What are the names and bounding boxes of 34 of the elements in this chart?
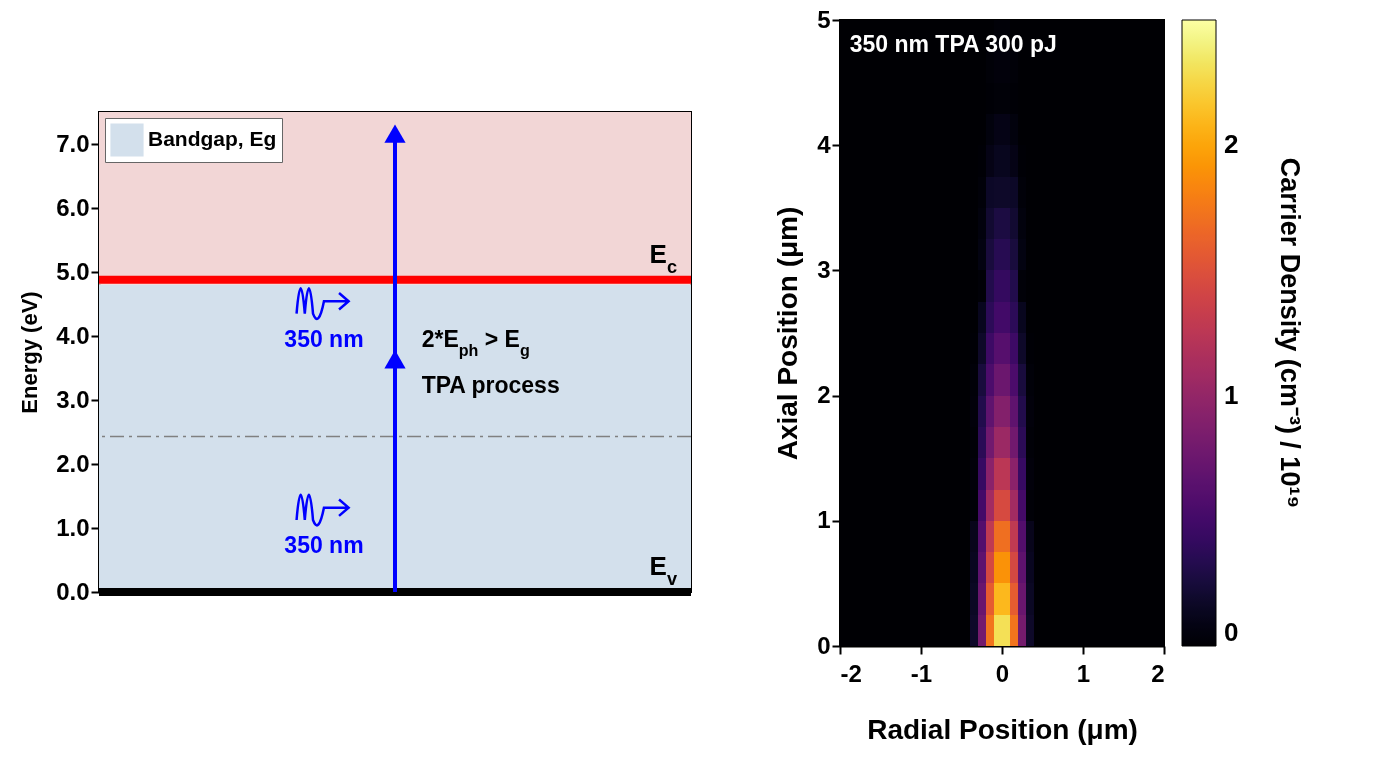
y-tick-label: 2.0 [56, 449, 90, 477]
y-tick-label: 0 [817, 631, 831, 659]
y-axis-title: Energy (eV) [17, 291, 43, 414]
x-tick-label: 0 [995, 659, 1010, 687]
annotation: 350 nm [284, 326, 364, 352]
y-tick-label: 1 [817, 506, 831, 534]
y-tick-label: 3.0 [56, 385, 90, 413]
color-bar-label: 2 [1224, 129, 1239, 160]
y-tick-label: 1.0 [56, 513, 90, 541]
annotation: 350 nm [284, 532, 364, 559]
legend-label: Bandgap, Eg [148, 127, 277, 150]
y-axis-title: Axial Position (μm) [772, 206, 804, 461]
ref-line-label: E$_{v}$ [649, 551, 678, 589]
y-tick-label: 3 [817, 255, 831, 283]
annotation: 350 nm TPA 300 pJ [849, 31, 1057, 58]
y-tick-label: 0.0 [56, 577, 90, 605]
ref-line-label: E$_{c}$ [649, 238, 677, 277]
x-tick-label: 2 [1151, 659, 1165, 687]
x-tick-label: -2 [840, 659, 862, 687]
y-tick-label: 5.0 [56, 257, 90, 285]
y-tick-label: 4 [817, 130, 832, 158]
y-tick-label: 7.0 [56, 129, 90, 157]
color-bar-title: Carrier Density (cm⁻³) / 10¹⁹ [1275, 157, 1305, 509]
x-axis-title: Radial Position (μm) [867, 713, 1138, 745]
y-tick-label: 4.0 [56, 321, 90, 349]
x-tick-label: -1 [910, 659, 933, 687]
y-tick-label: 6.0 [56, 193, 90, 221]
color-bar-label: 0 [1224, 617, 1239, 647]
color-bar-label: 1 [1224, 379, 1239, 410]
y-tick-label: 2 [817, 381, 831, 409]
y-tick-label: 5 [817, 5, 831, 33]
annotation: 2*E$_{ph}$ > E$_{g}$ [421, 326, 530, 359]
x-tick-label: 1 [1076, 659, 1091, 687]
annotation: TPA process [421, 371, 560, 398]
